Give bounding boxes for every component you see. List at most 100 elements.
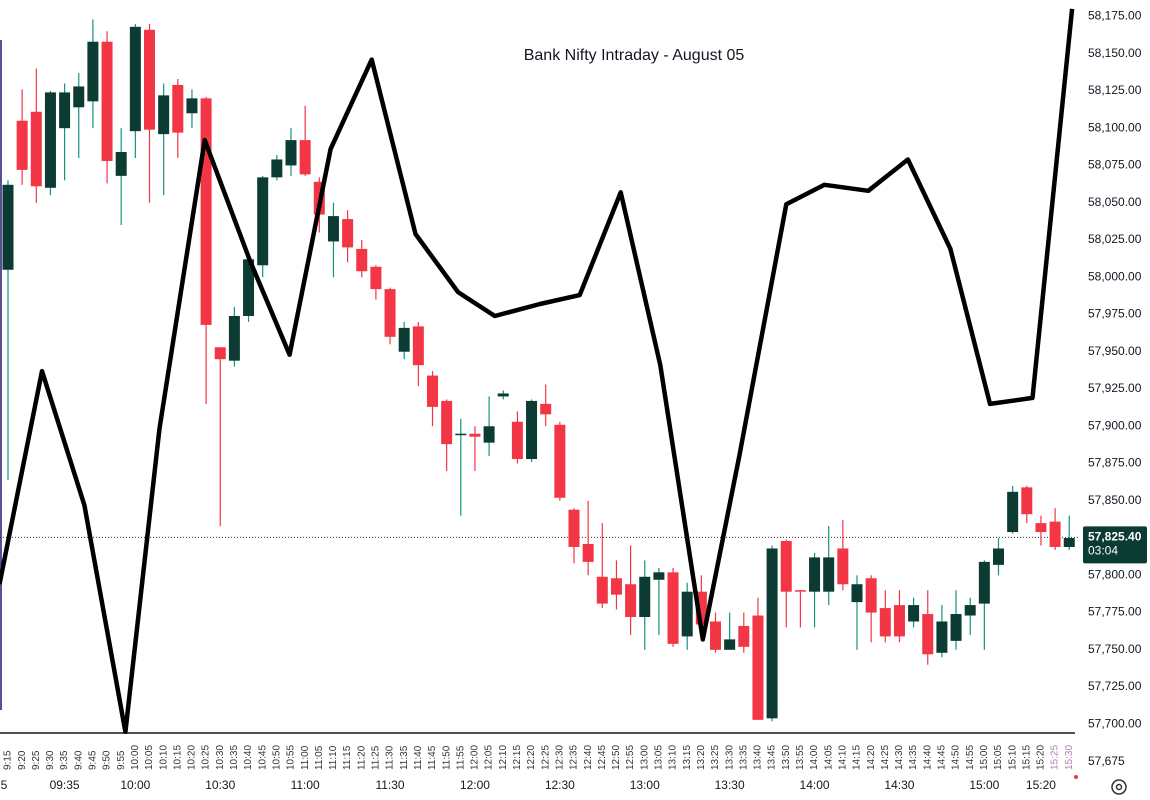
y-tick-label: 57,850.00 [1088, 493, 1142, 507]
x-tick-label: 15:20 [1036, 745, 1047, 770]
x-tick-label: 15:25 [1050, 745, 1061, 770]
x-tick-label: 12:20 [526, 745, 537, 770]
x-tick-label: 9:15 [3, 750, 14, 770]
time-label: 09:35 [50, 778, 80, 792]
settings-ring[interactable] [1111, 779, 1127, 795]
time-label: 12:30 [545, 778, 575, 792]
candle-body [214, 347, 226, 360]
candle-body [540, 403, 552, 415]
y-tick-label: 57,750.00 [1088, 642, 1142, 656]
candle-body [837, 548, 849, 585]
x-tick-label: 15:15 [1021, 745, 1032, 770]
time-label: 15:00 [969, 778, 999, 792]
candle-body [1063, 538, 1075, 547]
x-tick-label: 10:00 [130, 745, 141, 770]
y-tick-label: 58,175.00 [1088, 9, 1142, 23]
x-tick-label: 12:45 [597, 745, 608, 770]
x-tick-label: 10:25 [201, 745, 212, 770]
x-tick-label: 10:35 [229, 745, 240, 770]
candle-body [243, 259, 255, 316]
time-label: 11:00 [291, 778, 320, 792]
candle-body [639, 576, 651, 618]
candle-body [511, 421, 523, 460]
x-tick-label: 11:55 [455, 745, 466, 770]
y-tick-label: 57,900.00 [1088, 418, 1142, 432]
x-tick-label: 12:25 [540, 745, 551, 770]
x-tick-label: 14:30 [894, 745, 905, 770]
candle-body [87, 41, 99, 102]
candle-body [455, 433, 467, 436]
y-tick-label: 57,700.00 [1088, 716, 1142, 730]
candle-body [257, 177, 269, 266]
y-tick-label: 57,675 [1088, 754, 1125, 768]
candle-body [342, 219, 354, 248]
x-tick-label: 9:35 [59, 750, 70, 770]
x-tick-label: 14:20 [866, 745, 877, 770]
candle-body [398, 327, 410, 352]
x-tick-label: 10:55 [286, 745, 297, 770]
y-tick-label: 58,125.00 [1088, 83, 1142, 97]
x-tick-label: 9:50 [102, 750, 113, 770]
candle-body [554, 424, 566, 498]
x-tick-label: 14:15 [852, 745, 863, 770]
candle-body [1021, 487, 1033, 515]
x-tick-label: 11:00 [300, 745, 311, 770]
x-tick-label: 12:35 [569, 745, 580, 770]
candle-body [922, 614, 934, 655]
candle-body [908, 605, 920, 622]
candle-body [73, 86, 85, 108]
x-tick-label: 11:50 [441, 745, 452, 770]
live-dot [1074, 775, 1078, 779]
candle-body [370, 266, 382, 290]
x-tick-label: 11:15 [342, 745, 353, 770]
candle-body [186, 98, 198, 114]
x-tick-label: 14:40 [922, 745, 933, 770]
x-tick-label: 13:45 [767, 745, 778, 770]
candle-body [724, 639, 736, 650]
candle-body [16, 120, 28, 170]
candle-body [158, 95, 170, 135]
time-label: 13:30 [715, 778, 745, 792]
x-tick-label: 14:50 [951, 745, 962, 770]
candle-body [625, 584, 637, 618]
candle-body [766, 548, 778, 719]
candle-body [865, 578, 877, 613]
x-tick-label: 13:10 [668, 745, 679, 770]
x-tick-label: 13:35 [738, 745, 749, 770]
x-tick-label: 9:30 [45, 750, 56, 770]
price-tag-countdown: 03:04 [1088, 544, 1118, 558]
candle-body [681, 591, 693, 637]
time-label: 12:00 [460, 778, 490, 792]
x-tick-label: 10:40 [243, 745, 254, 770]
x-tick-label: 10:20 [187, 745, 198, 770]
candle-body [596, 576, 608, 604]
x-tick-label: 13:50 [781, 745, 792, 770]
candle-body [299, 140, 311, 175]
x-tick-label: 9:20 [17, 750, 28, 770]
x-tick-label: 14:00 [809, 745, 820, 770]
x-tick-label: 12:00 [470, 745, 481, 770]
x-tick-label: 13:05 [654, 745, 665, 770]
settings-icon[interactable] [1111, 779, 1127, 795]
settings-core[interactable] [1115, 783, 1123, 791]
x-tick-label: 13:20 [696, 745, 707, 770]
y-tick-label: 57,725.00 [1088, 679, 1142, 693]
candle-body [1035, 523, 1047, 533]
candle-body [356, 248, 368, 272]
x-tick-label: 13:40 [753, 745, 764, 770]
y-tick-label: 57,975.00 [1088, 307, 1142, 321]
x-tick-label: 9:55 [116, 750, 127, 770]
x-tick-label: 15:05 [993, 745, 1004, 770]
candle-body [427, 375, 438, 407]
candle-body [129, 26, 141, 132]
candle-body [993, 548, 1004, 565]
x-tick-label: 11:25 [371, 745, 382, 770]
candle-body [978, 561, 990, 604]
x-tick-label: 10:50 [271, 745, 282, 770]
candle-body [384, 289, 396, 337]
candle-body [469, 433, 481, 437]
candle-body [327, 216, 339, 242]
y-tick-label: 57,875.00 [1088, 456, 1142, 470]
y-tick-label: 57,950.00 [1088, 344, 1142, 358]
